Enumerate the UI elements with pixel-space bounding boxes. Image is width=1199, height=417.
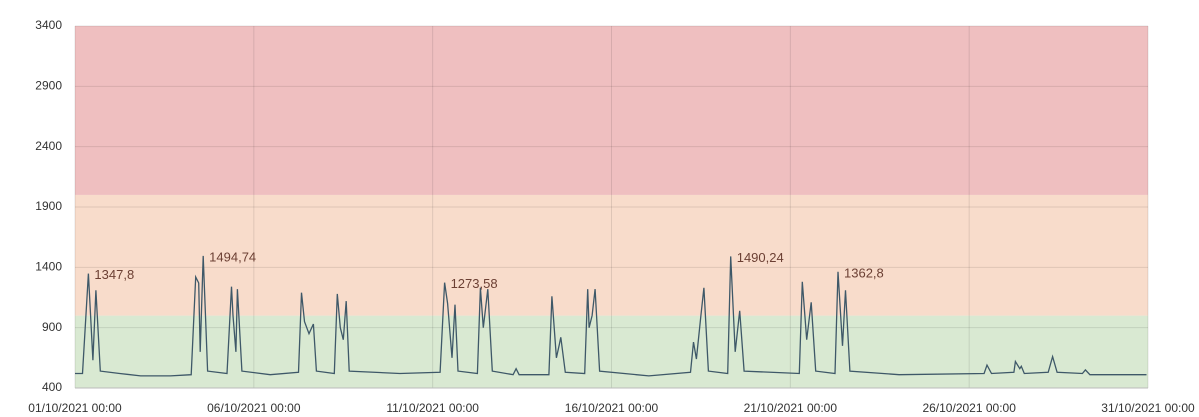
y-tick-label: 900: [42, 320, 62, 334]
band: [75, 315, 1148, 388]
x-tick-label: 16/10/2021 00:00: [565, 401, 659, 415]
y-tick-label: 2400: [35, 139, 62, 153]
y-tick-label: 3400: [35, 18, 62, 32]
x-tick-label: 11/10/2021 00:00: [386, 401, 479, 415]
x-tick-label: 31/10/2021 00:00: [1101, 401, 1195, 415]
x-tick-label: 26/10/2021 00:00: [922, 401, 1016, 415]
x-tick-label: 21/10/2021 00:00: [744, 401, 838, 415]
data-label: 1494,74: [209, 249, 256, 264]
data-label: 1273,58: [451, 276, 498, 291]
y-tick-label: 1400: [35, 260, 62, 274]
data-label: 1490,24: [737, 250, 784, 265]
line: [75, 255, 1147, 377]
y-tick-label: 1900: [35, 199, 62, 213]
y-tick-label: 400: [42, 380, 62, 394]
data-label: 1347,8: [94, 267, 134, 282]
y-tick-label: 2900: [35, 79, 62, 93]
data-label: 1362,8: [844, 265, 884, 280]
x-tick-label: 01/10/2021 00:00: [28, 401, 122, 415]
band: [75, 194, 1148, 316]
band: [75, 26, 1148, 195]
x-tick-label: 06/10/2021 00:00: [207, 401, 301, 415]
